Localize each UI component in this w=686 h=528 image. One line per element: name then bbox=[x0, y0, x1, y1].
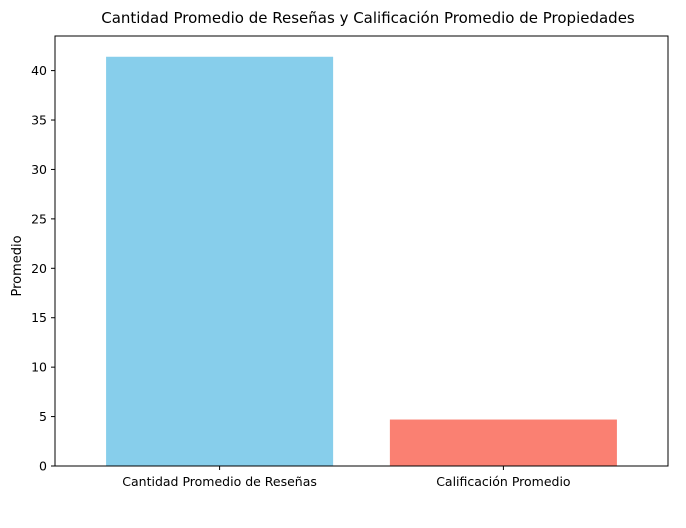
x-tick-label: Calificación Promedio bbox=[436, 474, 570, 489]
y-axis-label: Promedio bbox=[10, 235, 25, 296]
bars-group bbox=[106, 56, 617, 467]
chart-title: Cantidad Promedio de Reseñas y Calificac… bbox=[101, 9, 635, 27]
y-axis-ticks: 0 5 10 15 20 25 30 35 40 bbox=[31, 63, 55, 474]
bar-1 bbox=[389, 419, 617, 466]
x-tick-label: Cantidad Promedio de Reseñas bbox=[122, 474, 317, 489]
x-axis-ticks: Cantidad Promedio de Reseñas Calificación… bbox=[122, 466, 571, 489]
y-tick-label: 15 bbox=[31, 310, 47, 325]
y-tick-label: 10 bbox=[31, 360, 47, 375]
plot-frame bbox=[54, 35, 669, 467]
y-tick-label: 30 bbox=[31, 162, 47, 177]
y-tick-label: 20 bbox=[31, 261, 47, 276]
y-tick-label: 40 bbox=[31, 63, 47, 78]
y-tick-label: 35 bbox=[31, 113, 47, 128]
bar-0 bbox=[106, 56, 334, 467]
y-tick-label: 25 bbox=[31, 211, 47, 226]
y-tick-label: 5 bbox=[39, 409, 47, 424]
y-tick-label: 0 bbox=[39, 459, 47, 474]
